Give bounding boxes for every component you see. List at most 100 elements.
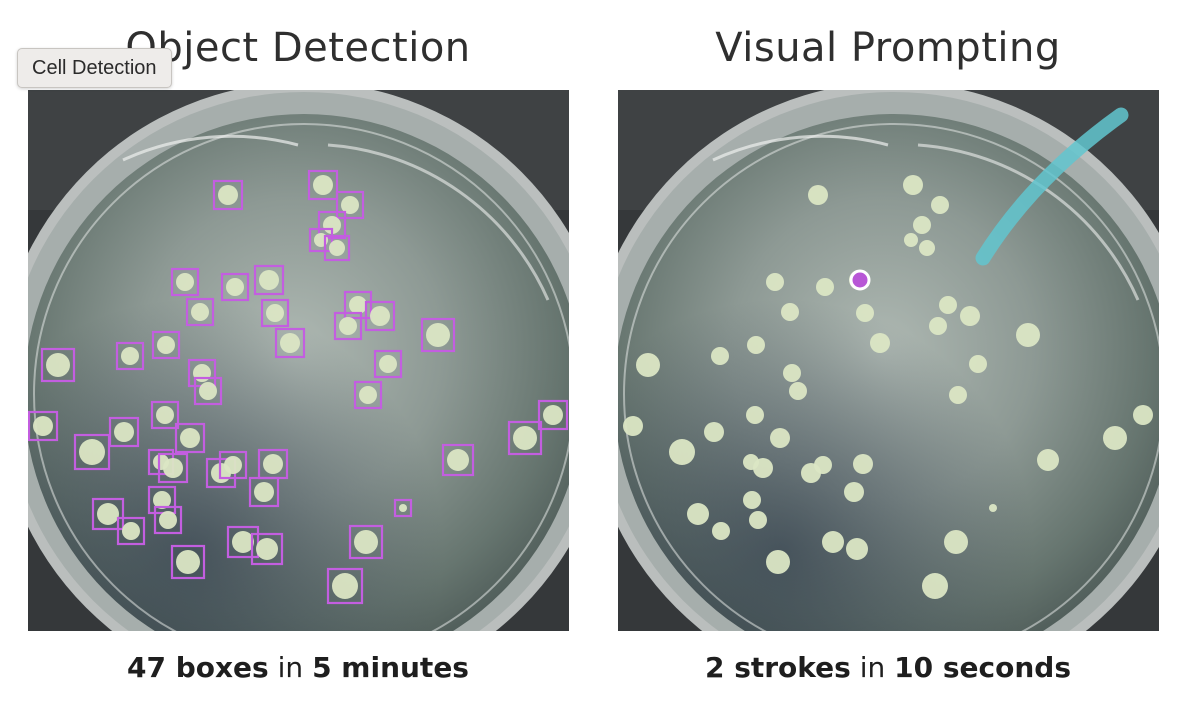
colony <box>121 347 139 365</box>
bounding-box <box>335 190 365 220</box>
bounding-box <box>364 300 396 332</box>
box-count: 47 boxes <box>127 651 269 684</box>
colony <box>176 273 194 291</box>
bounding-box <box>150 400 180 430</box>
colony <box>669 439 695 465</box>
colony <box>846 538 868 560</box>
colony <box>636 353 660 377</box>
colony <box>359 386 377 404</box>
bounding-box <box>248 476 280 508</box>
colony <box>749 511 767 529</box>
colony <box>254 482 274 502</box>
bounding-box <box>151 330 181 360</box>
colony <box>341 196 359 214</box>
colony <box>97 503 119 525</box>
colony <box>747 336 765 354</box>
colony <box>313 175 333 195</box>
colony <box>789 382 807 400</box>
colony <box>157 336 175 354</box>
object-detection-image <box>28 90 569 631</box>
colony <box>266 304 284 322</box>
colony <box>904 233 918 247</box>
annotation-duration: 10 seconds <box>894 651 1072 684</box>
colony <box>711 347 729 365</box>
colony <box>543 405 563 425</box>
colony <box>939 296 957 314</box>
colony <box>766 550 790 574</box>
colony <box>1016 323 1040 347</box>
colony <box>163 458 183 478</box>
bounding-box <box>420 317 456 353</box>
colony <box>349 296 367 314</box>
colony <box>156 406 174 424</box>
petri-dish-annotated-strokes <box>618 90 1159 631</box>
colony <box>753 458 773 478</box>
visual-prompting-title: Visual Prompting <box>715 25 1061 71</box>
colony <box>770 428 790 448</box>
colony <box>746 406 764 424</box>
colony <box>259 270 279 290</box>
colony <box>969 355 987 373</box>
caption-connector: in <box>277 651 304 684</box>
bounding-box <box>507 420 543 456</box>
bounding-box <box>116 516 146 546</box>
bounding-box <box>353 380 383 410</box>
colony <box>687 503 709 525</box>
colony <box>399 504 407 512</box>
colony <box>122 522 140 540</box>
colony <box>913 216 931 234</box>
colony <box>33 416 53 436</box>
colony <box>332 573 358 599</box>
colony <box>1133 405 1153 425</box>
positive-point-prompt <box>849 269 871 291</box>
annotation-duration: 5 minutes <box>312 651 469 684</box>
bounding-box <box>373 349 403 379</box>
colony <box>844 482 864 502</box>
bounding-box <box>537 399 569 431</box>
colony <box>232 531 254 553</box>
colony <box>903 175 923 195</box>
bounding-box <box>441 443 475 477</box>
colony <box>263 454 283 474</box>
colony <box>1037 449 1059 471</box>
colony <box>180 428 200 448</box>
bounding-box <box>274 327 306 359</box>
colony <box>339 317 357 335</box>
bounding-box <box>157 452 189 484</box>
bounding-box <box>260 298 290 328</box>
colony <box>256 538 278 560</box>
bounding-box <box>185 297 215 327</box>
bounding-box <box>174 422 206 454</box>
colony <box>218 185 238 205</box>
petri-dish-annotated-boxes <box>28 90 569 631</box>
bounding-box <box>153 505 183 535</box>
visual-prompting-caption: 2 strokes in 10 seconds <box>618 645 1158 691</box>
colony <box>822 531 844 553</box>
bounding-box <box>108 416 140 448</box>
colony <box>329 240 345 256</box>
colony <box>379 355 397 373</box>
colony <box>513 426 537 450</box>
bounding-box <box>333 311 363 341</box>
bounding-box <box>343 290 373 320</box>
colony <box>199 382 217 400</box>
bounding-box <box>226 525 260 559</box>
bounding-box <box>218 450 248 480</box>
colony <box>949 386 967 404</box>
colony <box>191 303 209 321</box>
bounding-box <box>393 498 413 518</box>
colony <box>712 522 730 540</box>
bounding-box <box>250 532 284 566</box>
caption-connector: in <box>859 651 886 684</box>
colony <box>931 196 949 214</box>
bounding-box <box>147 485 177 515</box>
bounding-box <box>323 234 351 262</box>
colony <box>226 278 244 296</box>
colony <box>280 333 300 353</box>
colony <box>176 550 200 574</box>
bounding-box <box>73 433 111 471</box>
colony <box>623 416 643 436</box>
colony <box>370 306 390 326</box>
colony <box>224 456 242 474</box>
colony <box>814 456 832 474</box>
